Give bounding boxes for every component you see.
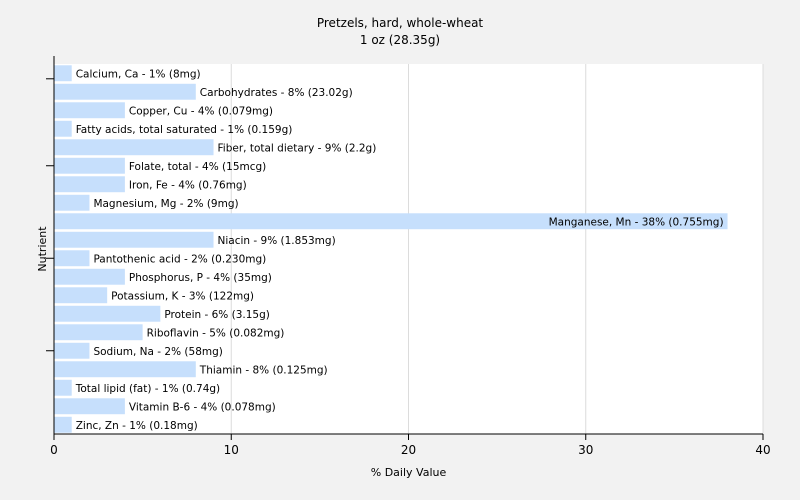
bar-7 (54, 176, 125, 193)
bar-10 (54, 231, 214, 248)
chart-subtitle: 1 oz (28.35g) (359, 33, 441, 47)
bar-label-1: Calcium, Ca - 1% (8mg) (76, 68, 201, 80)
bar-label-4: Fatty acids, total saturated - 1% (0.159… (76, 124, 293, 136)
bar-label-18: Total lipid (fat) - 1% (0.74g) (75, 383, 220, 395)
bar-label-13: Potassium, K - 3% (122mg) (111, 290, 254, 302)
bar-18 (54, 379, 72, 396)
bar-4 (54, 120, 72, 137)
bar-label-11: Pantothenic acid - 2% (0.230mg) (93, 253, 266, 265)
bar-label-16: Sodium, Na - 2% (58mg) (93, 346, 222, 358)
bar-8 (54, 194, 90, 211)
bar-label-7: Iron, Fe - 4% (0.76mg) (129, 179, 247, 191)
x-tick-label: 30 (578, 443, 593, 457)
bar-label-9: Manganese, Mn - 38% (0.755mg) (549, 216, 724, 228)
bar-13 (54, 287, 108, 304)
bar-label-19: Vitamin B-6 - 4% (0.078mg) (129, 401, 276, 413)
bar-20 (54, 416, 72, 433)
chart-title: Pretzels, hard, whole-wheat (316, 16, 484, 30)
bar-16 (54, 342, 90, 359)
bar-6 (54, 157, 125, 174)
bar-label-3: Copper, Cu - 4% (0.079mg) (129, 105, 273, 117)
bar-14 (54, 305, 161, 322)
x-tick-label: 40 (755, 443, 770, 457)
x-axis-title: % Daily Value (371, 466, 447, 479)
bar-2 (54, 83, 196, 100)
y-axis-title: Nutrient (36, 226, 49, 272)
bar-5 (54, 139, 214, 156)
bar-label-14: Protein - 6% (3.15g) (164, 309, 270, 321)
bar-9 (54, 213, 728, 230)
bar-12 (54, 268, 125, 285)
bar-19 (54, 398, 125, 415)
bar-1 (54, 65, 72, 82)
bar-label-15: Riboflavin - 5% (0.082mg) (147, 327, 285, 339)
bar-label-17: Thiamin - 8% (0.125mg) (199, 364, 328, 376)
bar-label-6: Folate, total - 4% (15mcg) (129, 161, 266, 173)
bar-3 (54, 102, 125, 119)
x-tick-label: 0 (50, 443, 58, 457)
bar-17 (54, 361, 196, 378)
x-tick-label: 10 (224, 443, 239, 457)
bar-label-2: Carbohydrates - 8% (23.02g) (200, 87, 353, 99)
bar-label-20: Zinc, Zn - 1% (0.18mg) (76, 420, 198, 432)
bar-15 (54, 324, 143, 341)
x-tick-label: 20 (401, 443, 416, 457)
bar-11 (54, 250, 90, 267)
bar-label-12: Phosphorus, P - 4% (35mg) (129, 272, 272, 284)
bar-label-5: Fiber, total dietary - 9% (2.2g) (218, 142, 377, 154)
bar-label-8: Magnesium, Mg - 2% (9mg) (93, 198, 238, 210)
bar-label-10: Niacin - 9% (1.853mg) (218, 235, 336, 247)
